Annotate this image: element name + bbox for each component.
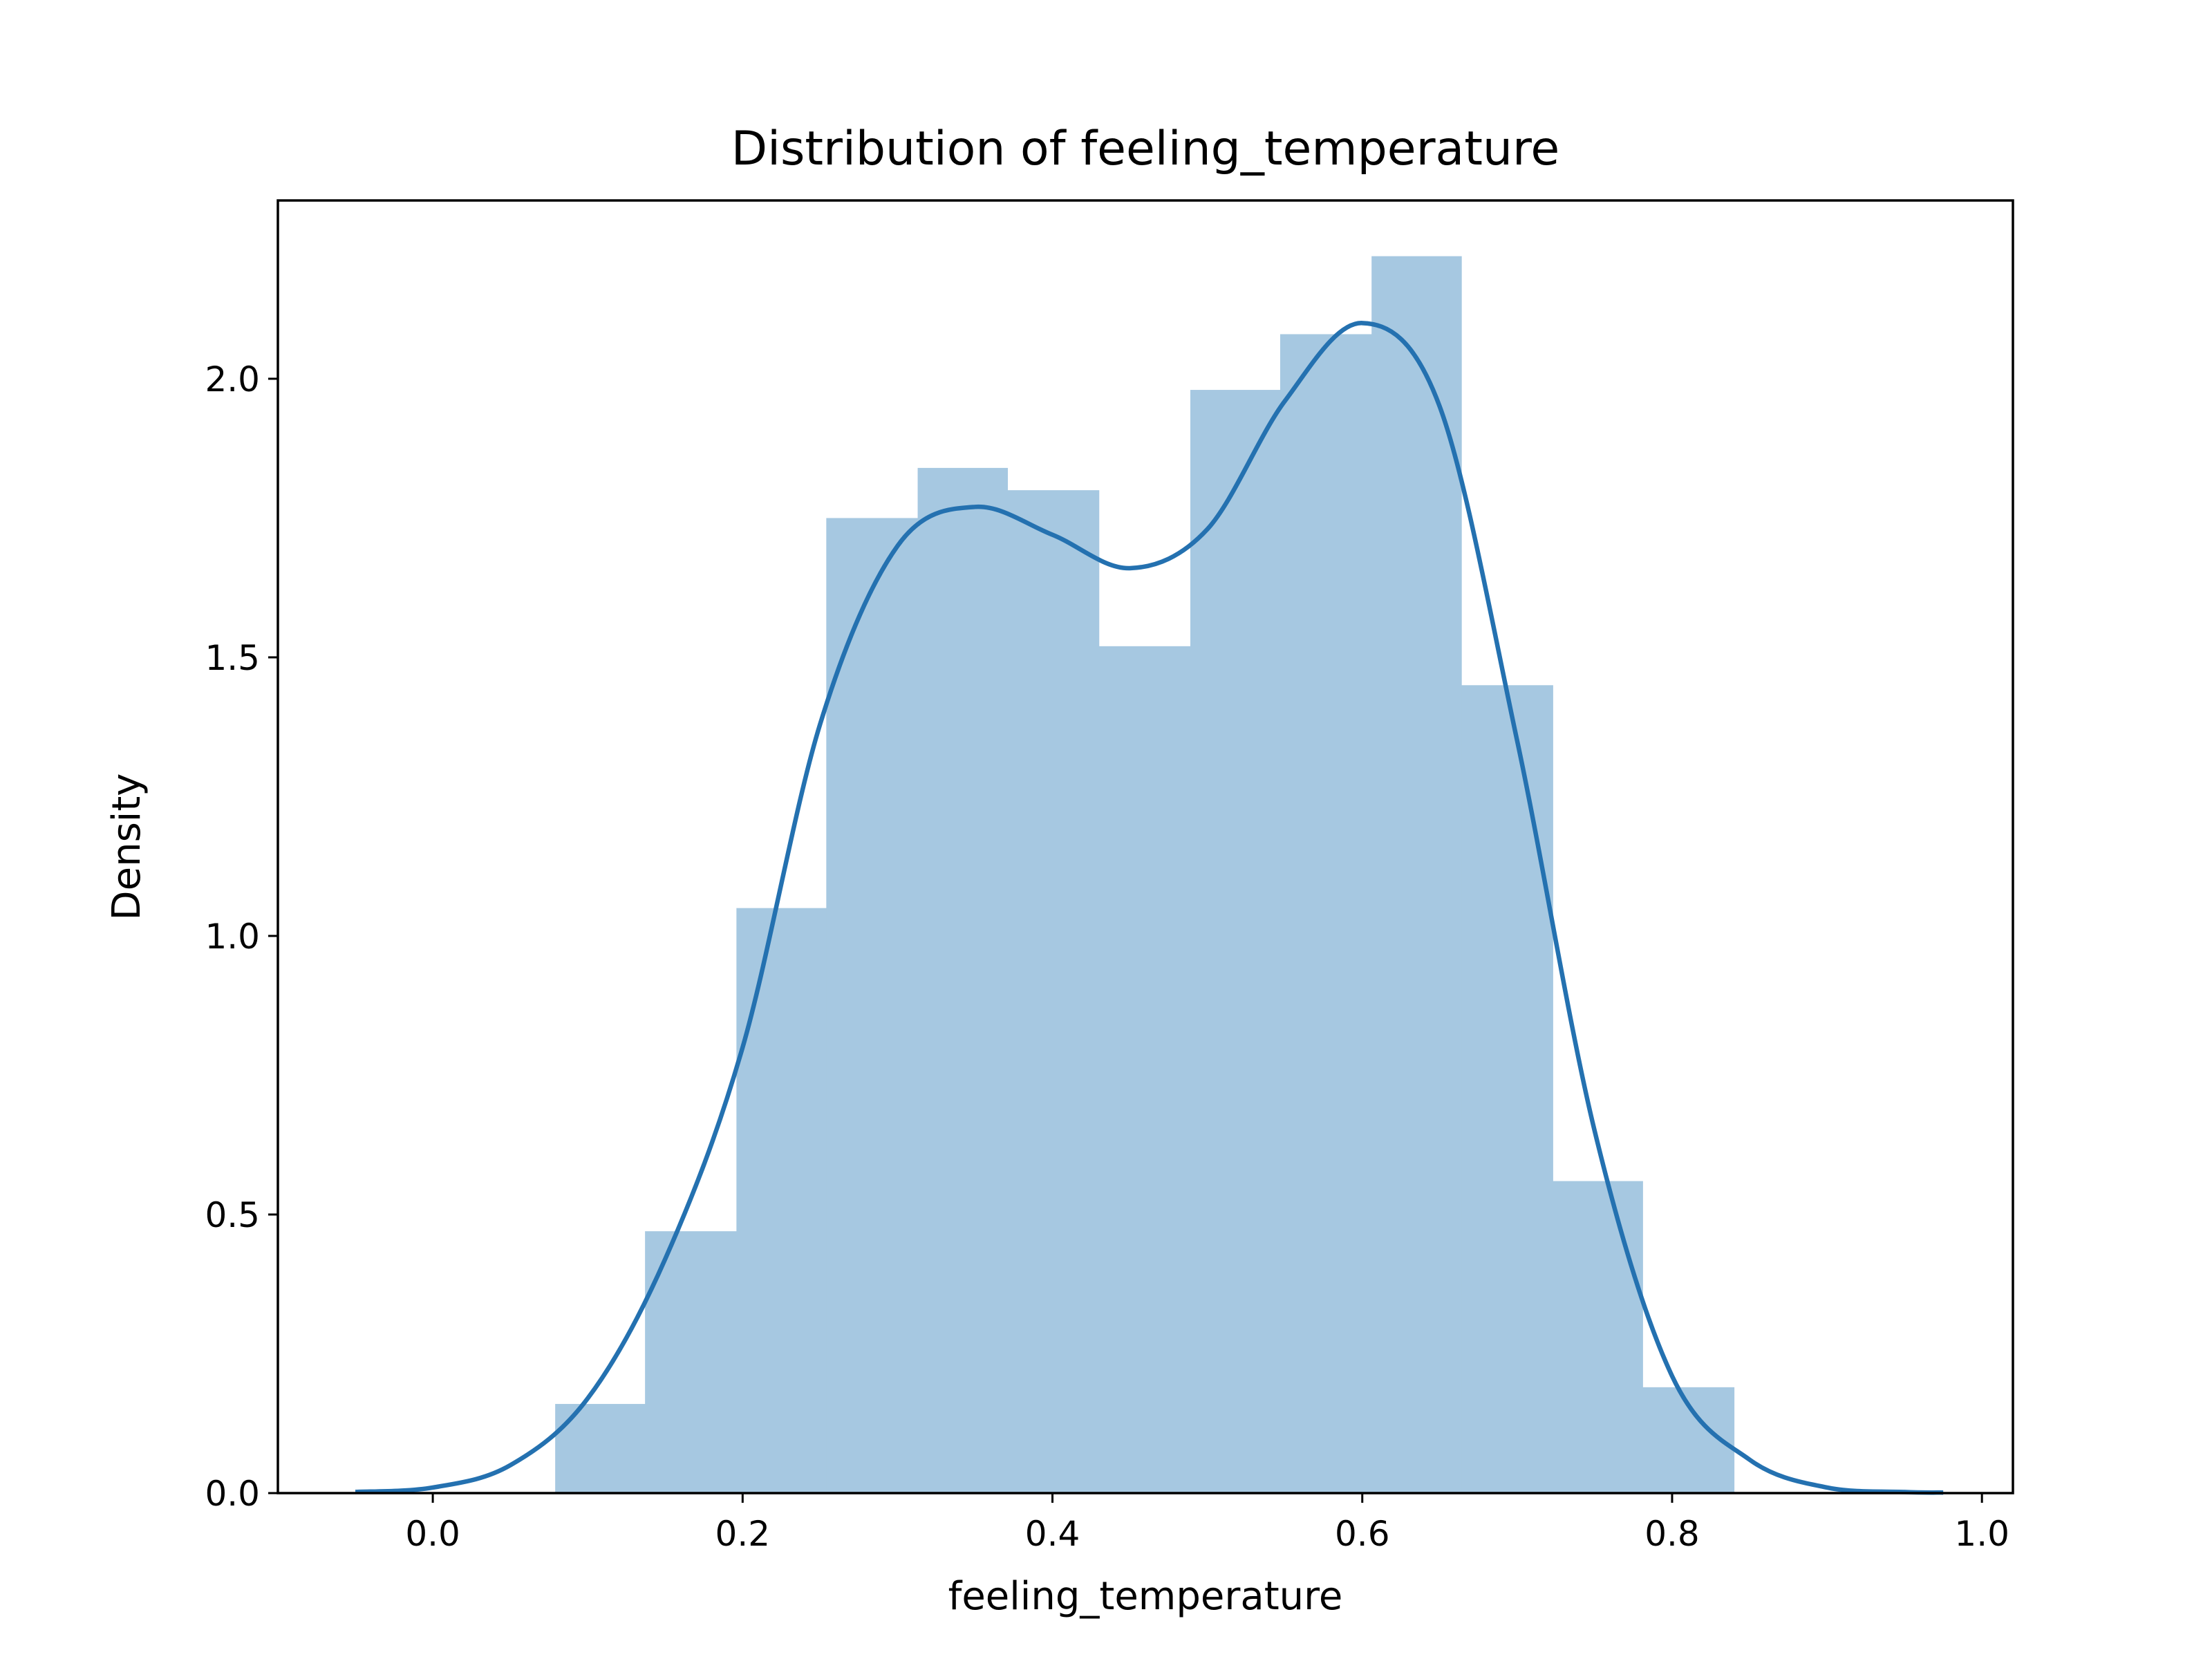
y-tick-label: 0.0 <box>205 1474 260 1514</box>
histogram-bar <box>1098 646 1191 1493</box>
axes-frame <box>276 199 2014 1494</box>
histogram-bar <box>1280 334 1372 1494</box>
chart-title: Distribution of feeling_temperature <box>731 122 1560 176</box>
y-tick-label: 1.0 <box>205 917 260 957</box>
x-tick-label: 1.0 <box>1954 1514 2009 1554</box>
histogram-bar <box>736 908 827 1493</box>
x-tick-label: 0.4 <box>1025 1514 1080 1554</box>
x-tick-label: 0.0 <box>405 1514 460 1554</box>
histogram-bar <box>1190 390 1281 1493</box>
y-axis-label: Density <box>104 774 149 921</box>
y-tick-label: 2.0 <box>205 359 260 400</box>
histogram-bar <box>917 467 1009 1494</box>
histogram-bar <box>1461 685 1553 1493</box>
x-tick-label: 0.6 <box>1335 1514 1390 1554</box>
x-tick-label: 0.2 <box>715 1514 771 1554</box>
x-axis-label: feeling_temperature <box>948 1574 1343 1619</box>
histogram-bar <box>1007 490 1100 1493</box>
x-tick-label: 0.8 <box>1644 1514 1700 1554</box>
histogram-bar <box>555 1404 646 1493</box>
histogram-bar <box>1553 1181 1643 1493</box>
y-tick-label: 0.5 <box>205 1195 260 1235</box>
kde-curve <box>355 321 1944 1495</box>
x-axis-ticks: 0.0 0.2 0.4 0.6 0.8 1.0 <box>405 1493 2009 1554</box>
histogram-bar <box>1371 256 1462 1493</box>
histogram-bar <box>826 518 919 1493</box>
y-axis-ticks: 0.0 0.5 1.0 1.5 2.0 <box>205 359 278 1514</box>
y-tick-label: 1.5 <box>205 638 260 678</box>
histogram-bars <box>555 256 1735 1494</box>
